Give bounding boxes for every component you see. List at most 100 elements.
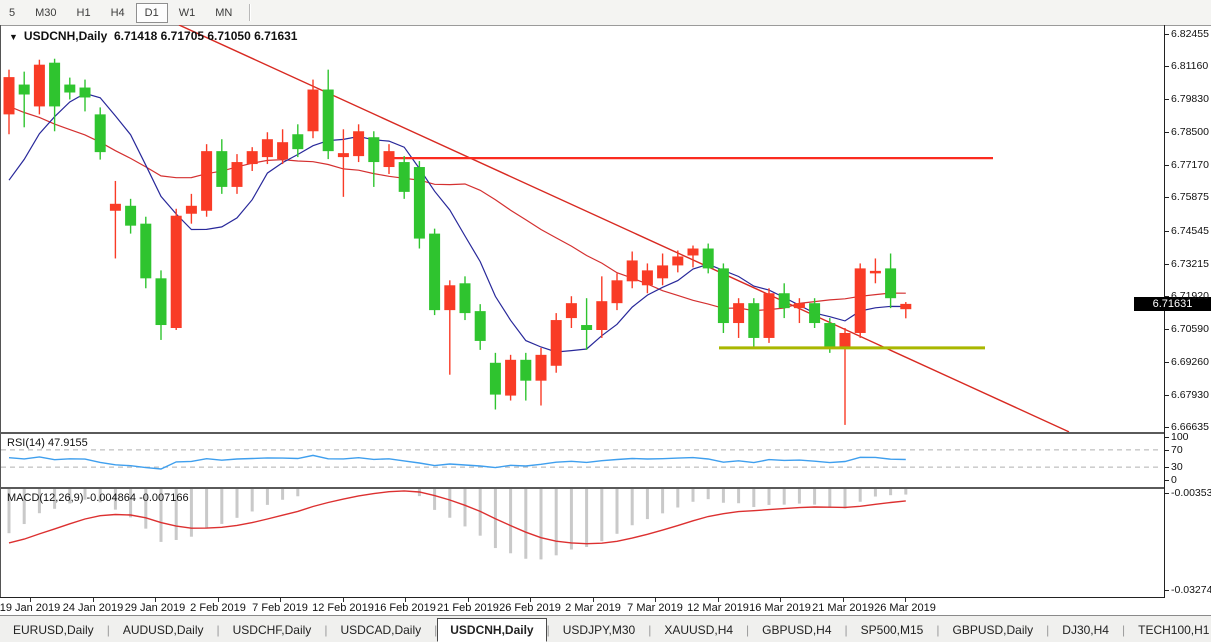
date-tick bbox=[593, 598, 594, 602]
timeframe-button-m30[interactable]: M30 bbox=[35, 6, 57, 19]
tab-usdcad-daily[interactable]: USDCAD,Daily bbox=[340, 622, 422, 637]
macd-histogram-bar bbox=[539, 489, 543, 560]
candle bbox=[125, 198, 137, 234]
rsi-axis-label: 70 bbox=[1165, 443, 1183, 456]
macd-histogram-bar bbox=[782, 489, 786, 505]
macd-histogram-bar bbox=[22, 489, 26, 525]
macd-histogram-bar bbox=[205, 489, 209, 528]
macd-histogram-bar bbox=[37, 489, 41, 514]
candle bbox=[474, 304, 486, 350]
tab-separator: | bbox=[216, 622, 220, 637]
candle bbox=[733, 298, 745, 338]
macd-panel[interactable]: MACD(12,26,9) -0.004864 -0.007166 bbox=[0, 489, 1165, 597]
date-label: 16 Feb 2019 bbox=[374, 602, 436, 614]
price-axis[interactable]: 6.71631 6.82455 6.81160 6.79830 6.78500 6.77… bbox=[1134, 25, 1211, 598]
candle bbox=[748, 298, 760, 348]
price-axis-label: 6.74545 bbox=[1165, 224, 1209, 237]
macd-chart-canvas[interactable] bbox=[1, 489, 1165, 597]
candle bbox=[489, 352, 501, 410]
rsi-line bbox=[8, 454, 906, 470]
timeframe-button-w1[interactable]: W1 bbox=[178, 6, 196, 19]
date-tick bbox=[905, 598, 906, 602]
tab-dj30-h4[interactable]: DJ30,H4 bbox=[1062, 622, 1109, 637]
collapse-caret-icon[interactable]: ▼ bbox=[9, 32, 18, 42]
tab-usdcnh-daily[interactable]: USDCNH,Daily bbox=[437, 617, 547, 642]
ma-fast-line bbox=[8, 92, 906, 353]
date-tick bbox=[93, 598, 94, 602]
toolbar-separator bbox=[249, 4, 252, 21]
candle bbox=[383, 144, 395, 174]
date-label: 16 Mar 2019 bbox=[749, 602, 811, 614]
candle bbox=[185, 193, 197, 224]
tab-sp500-m15[interactable]: SP500,M15 bbox=[860, 622, 924, 637]
tab-tech100-h1[interactable]: TECH100,H1 bbox=[1138, 622, 1210, 637]
macd-histogram-bar bbox=[737, 489, 741, 504]
tab-separator: | bbox=[844, 622, 848, 637]
timeframe-button-mn[interactable]: MN bbox=[215, 6, 233, 19]
macd-histogram-bar bbox=[585, 489, 589, 547]
macd-histogram-bar bbox=[250, 489, 254, 512]
timeframe-button-h4[interactable]: H4 bbox=[110, 6, 125, 19]
macd-histogram-bar bbox=[220, 489, 224, 524]
date-label: 12 Feb 2019 bbox=[312, 602, 374, 614]
macd-histogram-bar bbox=[265, 489, 269, 505]
price-axis-label: 6.73215 bbox=[1165, 257, 1209, 270]
tab-separator: | bbox=[1046, 622, 1050, 637]
macd-histogram-bar bbox=[904, 489, 908, 495]
macd-histogram-bar bbox=[691, 489, 695, 502]
tab-usdjpy-m30[interactable]: USDJPY,M30 bbox=[562, 622, 636, 637]
chart-tab-bar: EURUSD,Daily | AUDUSD,Daily | USDCHF,Daily | U… bbox=[0, 615, 1211, 642]
tab-eurusd-daily[interactable]: EURUSD,Daily bbox=[13, 622, 94, 637]
macd-histogram-bar bbox=[174, 489, 178, 540]
date-tick bbox=[468, 598, 469, 602]
tab-separator: | bbox=[324, 622, 328, 637]
candle bbox=[79, 79, 91, 112]
candle bbox=[155, 270, 167, 340]
price-axis-label: 6.71920 bbox=[1165, 289, 1209, 302]
rsi-indicator-label: RSI(14) 47.9155 bbox=[7, 437, 88, 449]
candle bbox=[140, 216, 152, 289]
macd-indicator-label: MACD(12,26,9) -0.004864 -0.007166 bbox=[7, 492, 189, 504]
rsi-axis-label: 30 bbox=[1165, 461, 1183, 474]
timeframe-button-h1[interactable]: H1 bbox=[76, 6, 91, 19]
timeframe-button-5[interactable]: 5 bbox=[9, 6, 16, 19]
price-axis-label: 6.69260 bbox=[1165, 355, 1209, 368]
tab-usdchf-daily[interactable]: USDCHF,Daily bbox=[232, 622, 312, 637]
panel-divider[interactable] bbox=[0, 487, 1164, 489]
candle bbox=[900, 302, 912, 319]
date-label: 19 Jan 2019 bbox=[0, 602, 61, 614]
tab-xauusd-h4[interactable]: XAUUSD,H4 bbox=[664, 622, 734, 637]
tab-audusd-daily[interactable]: AUDUSD,Daily bbox=[122, 622, 204, 637]
candle bbox=[18, 71, 30, 128]
macd-histogram-bar bbox=[721, 489, 725, 503]
candle bbox=[611, 273, 623, 311]
candle bbox=[626, 251, 638, 289]
main-chart-panel[interactable]: ▼ USDCNH,Daily 6.71418 6.71705 6.71050 6.… bbox=[0, 25, 1165, 432]
price-axis-label: 6.70590 bbox=[1165, 322, 1209, 335]
date-label: 2 Mar 2019 bbox=[565, 602, 621, 614]
macd-histogram-bar bbox=[83, 489, 87, 500]
date-label: 7 Feb 2019 bbox=[252, 602, 308, 614]
date-axis[interactable]: 19 Jan 2019 24 Jan 2019 29 Jan 2019 2 Feb 2… bbox=[0, 598, 1164, 615]
tab-gbpusd-h4[interactable]: GBPUSD,H4 bbox=[762, 622, 832, 637]
panel-divider[interactable] bbox=[0, 432, 1164, 434]
candlestick-chart-canvas[interactable] bbox=[1, 25, 1165, 432]
macd-histogram-bar bbox=[676, 489, 680, 508]
chart-title: ▼ USDCNH,Daily 6.71418 6.71705 6.71050 6.… bbox=[9, 29, 297, 43]
tab-gbpusd-daily[interactable]: GBPUSD,Daily bbox=[952, 622, 1034, 637]
macd-histogram-bar bbox=[296, 489, 300, 497]
macd-histogram-bar bbox=[797, 489, 801, 504]
macd-histogram-bar bbox=[159, 489, 163, 542]
candle bbox=[368, 131, 380, 187]
price-axis-border bbox=[1164, 25, 1165, 598]
date-tick bbox=[343, 598, 344, 602]
tab-separator: | bbox=[546, 622, 550, 637]
macd-histogram-bar bbox=[433, 489, 437, 510]
candle bbox=[429, 228, 441, 316]
timeframe-button-d1[interactable]: D1 bbox=[135, 2, 168, 23]
candle bbox=[277, 129, 289, 165]
rsi-panel[interactable]: RSI(14) 47.9155 bbox=[0, 434, 1165, 487]
date-tick bbox=[218, 598, 219, 602]
rsi-chart-canvas[interactable] bbox=[1, 434, 1165, 487]
macd-histogram-bar bbox=[129, 489, 133, 518]
